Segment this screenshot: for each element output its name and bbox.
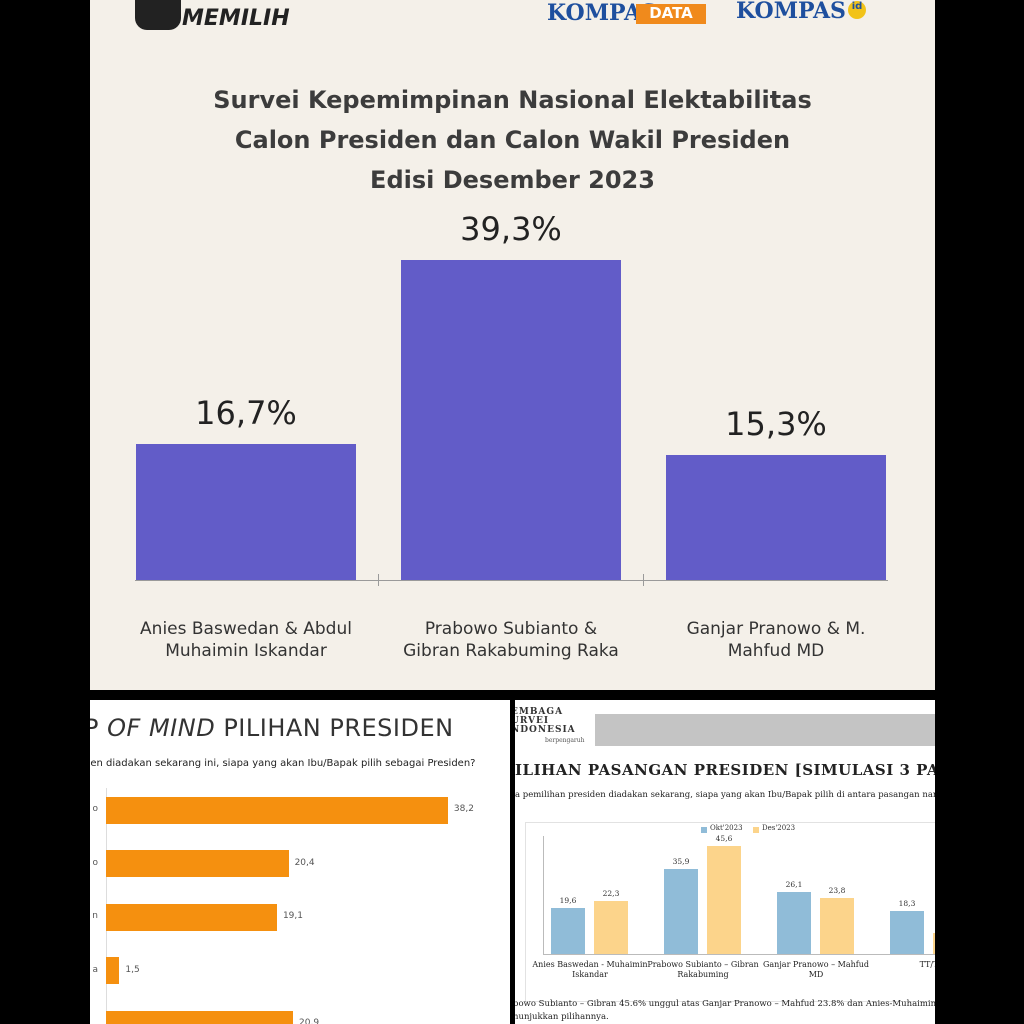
value-label: 23,8 (828, 885, 846, 895)
logo-id: id (848, 1, 866, 19)
value-label: 20,9 (299, 1018, 320, 1024)
bar (551, 907, 585, 954)
title-part: P (90, 714, 99, 742)
subtitle: den diadakan sekarang ini, siapa yang ak… (90, 758, 476, 769)
value-label: 15,3% (725, 405, 827, 444)
bar (777, 892, 811, 954)
chart-title: Survei Kepemimpinan Nasional Elektabilit… (213, 86, 812, 114)
value-label: 35,9 (672, 856, 690, 866)
axis-tick (642, 574, 644, 586)
axis-tick (377, 574, 379, 586)
x-axis (543, 954, 935, 955)
bar (106, 903, 277, 931)
title-part: PILIHAN PRESIDEN (223, 714, 454, 742)
category-label: Anies Baswedan - Muhaimin Iskandar (532, 960, 648, 979)
legend-label: Des'2023 (762, 824, 796, 832)
bar (106, 957, 120, 984)
bar (664, 868, 698, 954)
subtitle: a pemilihan presiden diadakan sekarang, … (515, 790, 935, 800)
chart-title: ILIHAN PASANGAN PRESIDEN [SIMULASI 3 PA (515, 761, 935, 779)
logo-lsi: NDONESIA (515, 725, 576, 735)
bar (890, 910, 924, 954)
category-label: Anies Baswedan & Abdul Muhaimin Iskandar (140, 619, 352, 661)
legend-swatch (701, 827, 707, 833)
category-label: Ganjar Pranowo & M. Mahfud MD (686, 619, 866, 661)
panel-kompas: MEMILIH KOMPAS DATA KOMPAS id Survei Kepemimp… (90, 0, 935, 690)
bar (106, 850, 289, 877)
value-label: 38,2 (453, 804, 474, 814)
header-bar (595, 714, 935, 746)
category-label: Prabowo Subianto – Gibran Rakabuming (647, 960, 759, 979)
value-label: 19,6 (559, 895, 577, 905)
chart-frame (525, 822, 935, 1002)
bar (136, 444, 356, 580)
value-label: 1,5 (125, 964, 140, 975)
bar (106, 1010, 294, 1024)
chart-title: Calon Presiden dan Calon Wakil Presiden (234, 126, 791, 154)
chart-title: Edisi Desember 2023 (370, 166, 655, 194)
value-label: 20,4 (294, 857, 315, 868)
category-label: o (92, 857, 98, 868)
value-label: 26,1 (785, 880, 803, 890)
panel-lsi: EMBAGAURVEINDONESIA berpengaruh ILIHAN PAS… (515, 700, 935, 1024)
category-label: n (92, 911, 98, 921)
bar (707, 845, 741, 954)
bar (933, 932, 935, 954)
logo-kompas-id: KOMPAS (736, 0, 846, 24)
value-label: 18,3 (898, 898, 916, 908)
value-label: 19,1 (282, 911, 303, 921)
logo-memilih: MEMILIH (182, 6, 290, 31)
logo-lsi: URVEI (515, 716, 550, 726)
value-label: 45,6 (715, 833, 733, 843)
category-label: a (92, 964, 98, 975)
bar (820, 897, 854, 954)
bar (106, 796, 448, 824)
footnote: nunjukkan pilihannya. (515, 1012, 609, 1022)
y-axis (543, 836, 544, 954)
legend-label: Okt'2023 (710, 824, 743, 832)
value-label: 22,3 (602, 889, 620, 899)
logo-data: DATA (636, 4, 706, 24)
category-label: o (92, 804, 98, 814)
title-part: OF MIND (107, 714, 216, 742)
bar (594, 901, 628, 954)
bar (666, 455, 886, 580)
category-label: TT/T (919, 960, 935, 969)
logo-tagline: berpengaruh (545, 737, 585, 744)
legend-swatch (753, 827, 759, 833)
category-label: Ganjar Pranowo – Mahfud MD (763, 960, 869, 979)
value-label: 16,7% (195, 394, 297, 433)
logo-icon (135, 0, 181, 30)
value-label: 39,3% (460, 210, 562, 249)
panel-top-of-mind: P OF MIND PILIHAN PRESIDEN den diadakan s… (90, 700, 510, 1024)
category-label: Prabowo Subianto & Gibran Rakabuming Rak… (403, 619, 619, 661)
chart-title: P OF MIND PILIHAN PRESIDEN (90, 714, 454, 742)
footnote: bowo Subianto – Gibran 45.6% unggul atas… (515, 999, 935, 1009)
bar (401, 260, 621, 580)
logo-lsi: EMBAGA (515, 707, 564, 717)
x-axis (135, 580, 888, 581)
